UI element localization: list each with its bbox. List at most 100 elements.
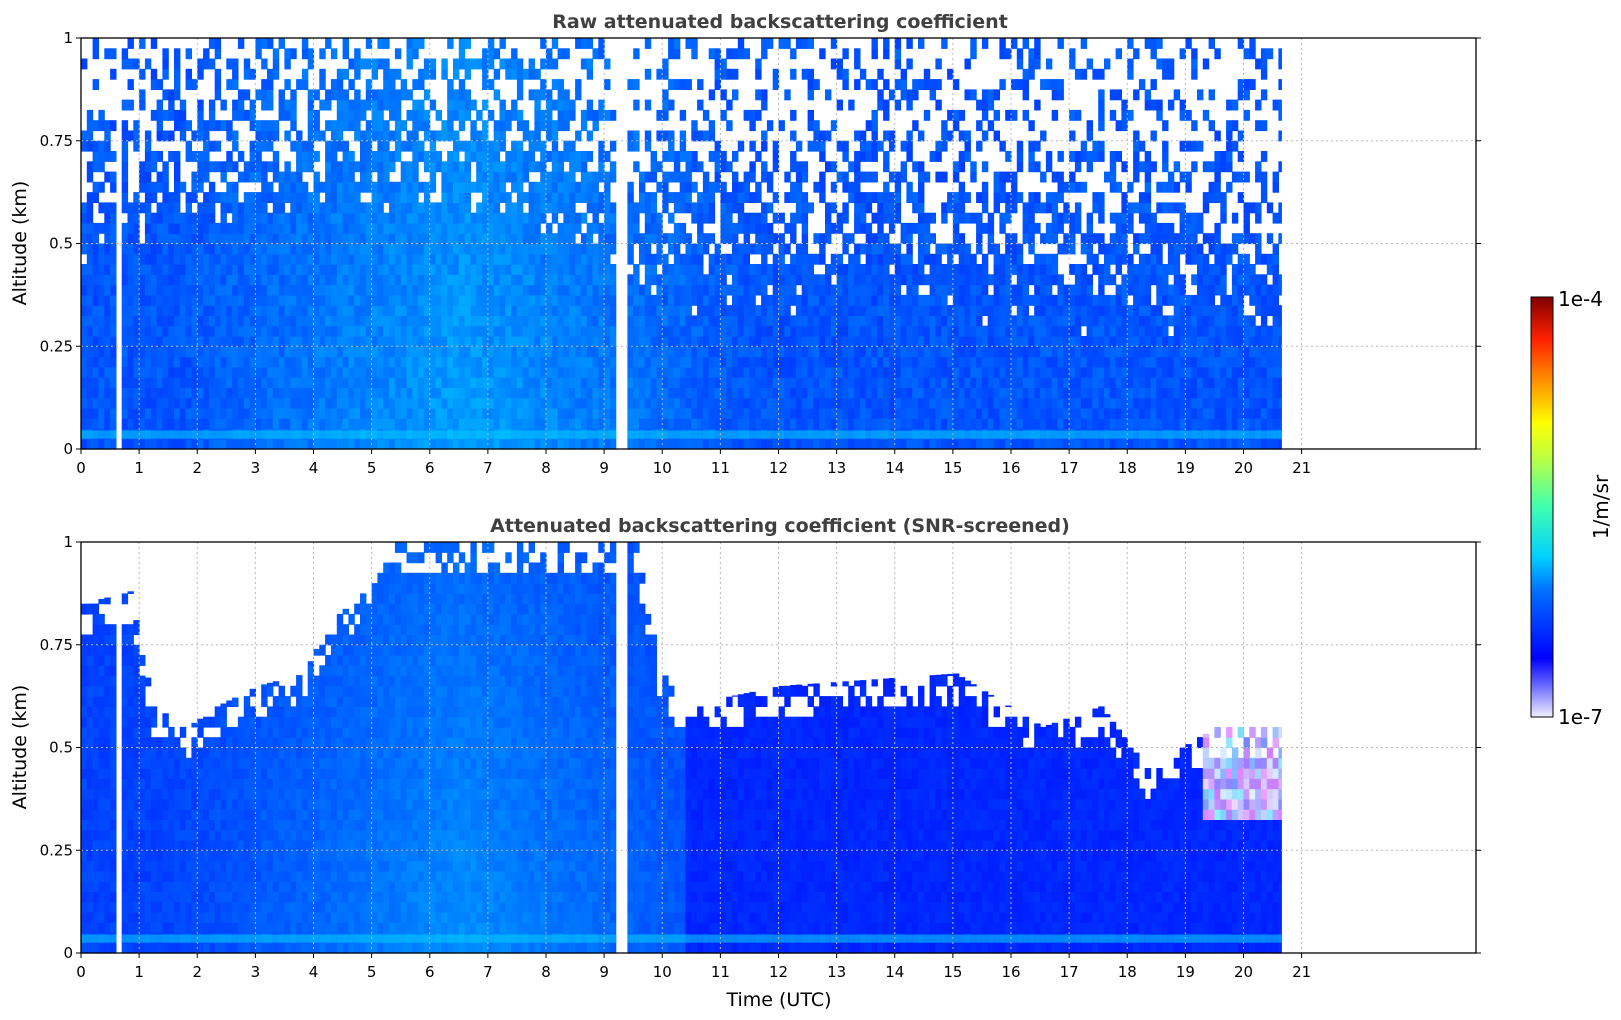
heatmap-cell (761, 315, 768, 327)
heatmap-cell (394, 140, 402, 152)
heatmap-cell (609, 294, 617, 306)
heatmap-cell (226, 366, 233, 378)
heatmap-cell (255, 356, 262, 368)
heatmap-cell (877, 418, 884, 430)
heatmap-cell (412, 377, 419, 388)
heatmap-cell (499, 356, 506, 368)
heatmap-cell (290, 192, 297, 203)
heatmap-cell (319, 438, 326, 450)
heatmap-cell (435, 387, 442, 399)
heatmap-cell (795, 377, 803, 388)
heatmap-cell (301, 161, 309, 173)
heatmap-cell (964, 58, 971, 70)
heatmap-cell (418, 202, 425, 214)
heatmap-cell (493, 356, 501, 368)
heatmap-cell (296, 222, 303, 234)
heatmap-cell (865, 325, 873, 337)
near-ground-band (563, 430, 570, 439)
heatmap-cell (144, 58, 152, 70)
heatmap-cell (133, 438, 140, 450)
heatmap-cell (755, 68, 762, 80)
heatmap-cell (208, 274, 216, 286)
heatmap-cell (848, 336, 855, 347)
heatmap-cell (1016, 418, 1024, 430)
heatmap-cell (999, 171, 1006, 183)
heatmap-cell (290, 284, 297, 296)
heatmap-cell (569, 387, 576, 399)
heatmap-cell (418, 151, 425, 162)
heatmap-cell (406, 366, 413, 378)
heatmap-cell (447, 387, 454, 399)
heatmap-cell (697, 418, 704, 430)
heatmap-cell (267, 294, 274, 306)
heatmap-cell (877, 315, 884, 327)
heatmap-cell (644, 356, 652, 368)
heatmap-cell (447, 325, 454, 337)
heatmap-cell (92, 243, 99, 255)
heatmap-cell (656, 377, 663, 388)
heatmap-cell (929, 151, 936, 162)
heatmap-cell (592, 346, 599, 358)
heatmap-cell (98, 418, 105, 430)
heatmap-cell (825, 161, 832, 173)
heatmap-cell (918, 438, 925, 450)
near-ground-band (522, 430, 530, 439)
heatmap-cell (482, 233, 489, 245)
heatmap-cell (580, 387, 588, 399)
heatmap-cell (232, 284, 239, 296)
heatmap-cell (551, 397, 559, 409)
heatmap-cell (354, 130, 361, 142)
heatmap-cell (278, 222, 285, 234)
heatmap-cell (226, 407, 233, 419)
heatmap-cell (877, 99, 884, 111)
heatmap-cell (301, 181, 309, 193)
heatmap-cell (493, 151, 501, 162)
heatmap-cell (226, 284, 233, 296)
heatmap-cell (360, 284, 367, 296)
heatmap-cell (807, 38, 814, 49)
heatmap-cell (836, 336, 843, 347)
heatmap-cell (1005, 192, 1012, 203)
heatmap-cell (278, 387, 285, 399)
heatmap-cell (342, 346, 349, 358)
heatmap-cell (755, 346, 762, 358)
heatmap-cell (243, 325, 251, 337)
heatmap-cell (877, 438, 884, 450)
heatmap-cell (964, 438, 971, 450)
heatmap-cell (923, 79, 931, 90)
heatmap-cell (813, 387, 820, 399)
heatmap-cell (842, 140, 849, 152)
heatmap-cell (86, 387, 94, 399)
heatmap-cell (377, 171, 384, 183)
heatmap-cell (941, 171, 948, 183)
heatmap-cell (1011, 438, 1018, 450)
heatmap-cell (470, 315, 477, 327)
heatmap-cell (819, 274, 826, 286)
heatmap-cell (569, 222, 576, 234)
heatmap-cell (952, 305, 960, 316)
heatmap-cell (162, 109, 169, 121)
heatmap-cell (993, 438, 1000, 450)
heatmap-cell (534, 130, 541, 142)
heatmap-cell (505, 109, 512, 121)
heatmap-cell (522, 346, 530, 358)
heatmap-cell (999, 222, 1006, 234)
heatmap-cell (708, 336, 716, 347)
heatmap-cell (958, 151, 966, 162)
heatmap-cell (697, 202, 704, 214)
heatmap-cell (307, 222, 315, 234)
heatmap-cell (575, 212, 582, 224)
heatmap-cell (981, 418, 989, 430)
heatmap-cell (947, 387, 954, 399)
heatmap-cell (854, 58, 861, 70)
heatmap-cell (220, 243, 227, 255)
heatmap-cell (476, 202, 483, 214)
heatmap-cell (580, 212, 588, 224)
heatmap-cell (319, 356, 326, 368)
heatmap-cell (313, 192, 320, 203)
heatmap-cell (342, 192, 349, 203)
heatmap-cell (429, 253, 437, 265)
heatmap-cell (476, 387, 483, 399)
heatmap-cell (795, 243, 803, 255)
heatmap-cell (656, 387, 663, 399)
